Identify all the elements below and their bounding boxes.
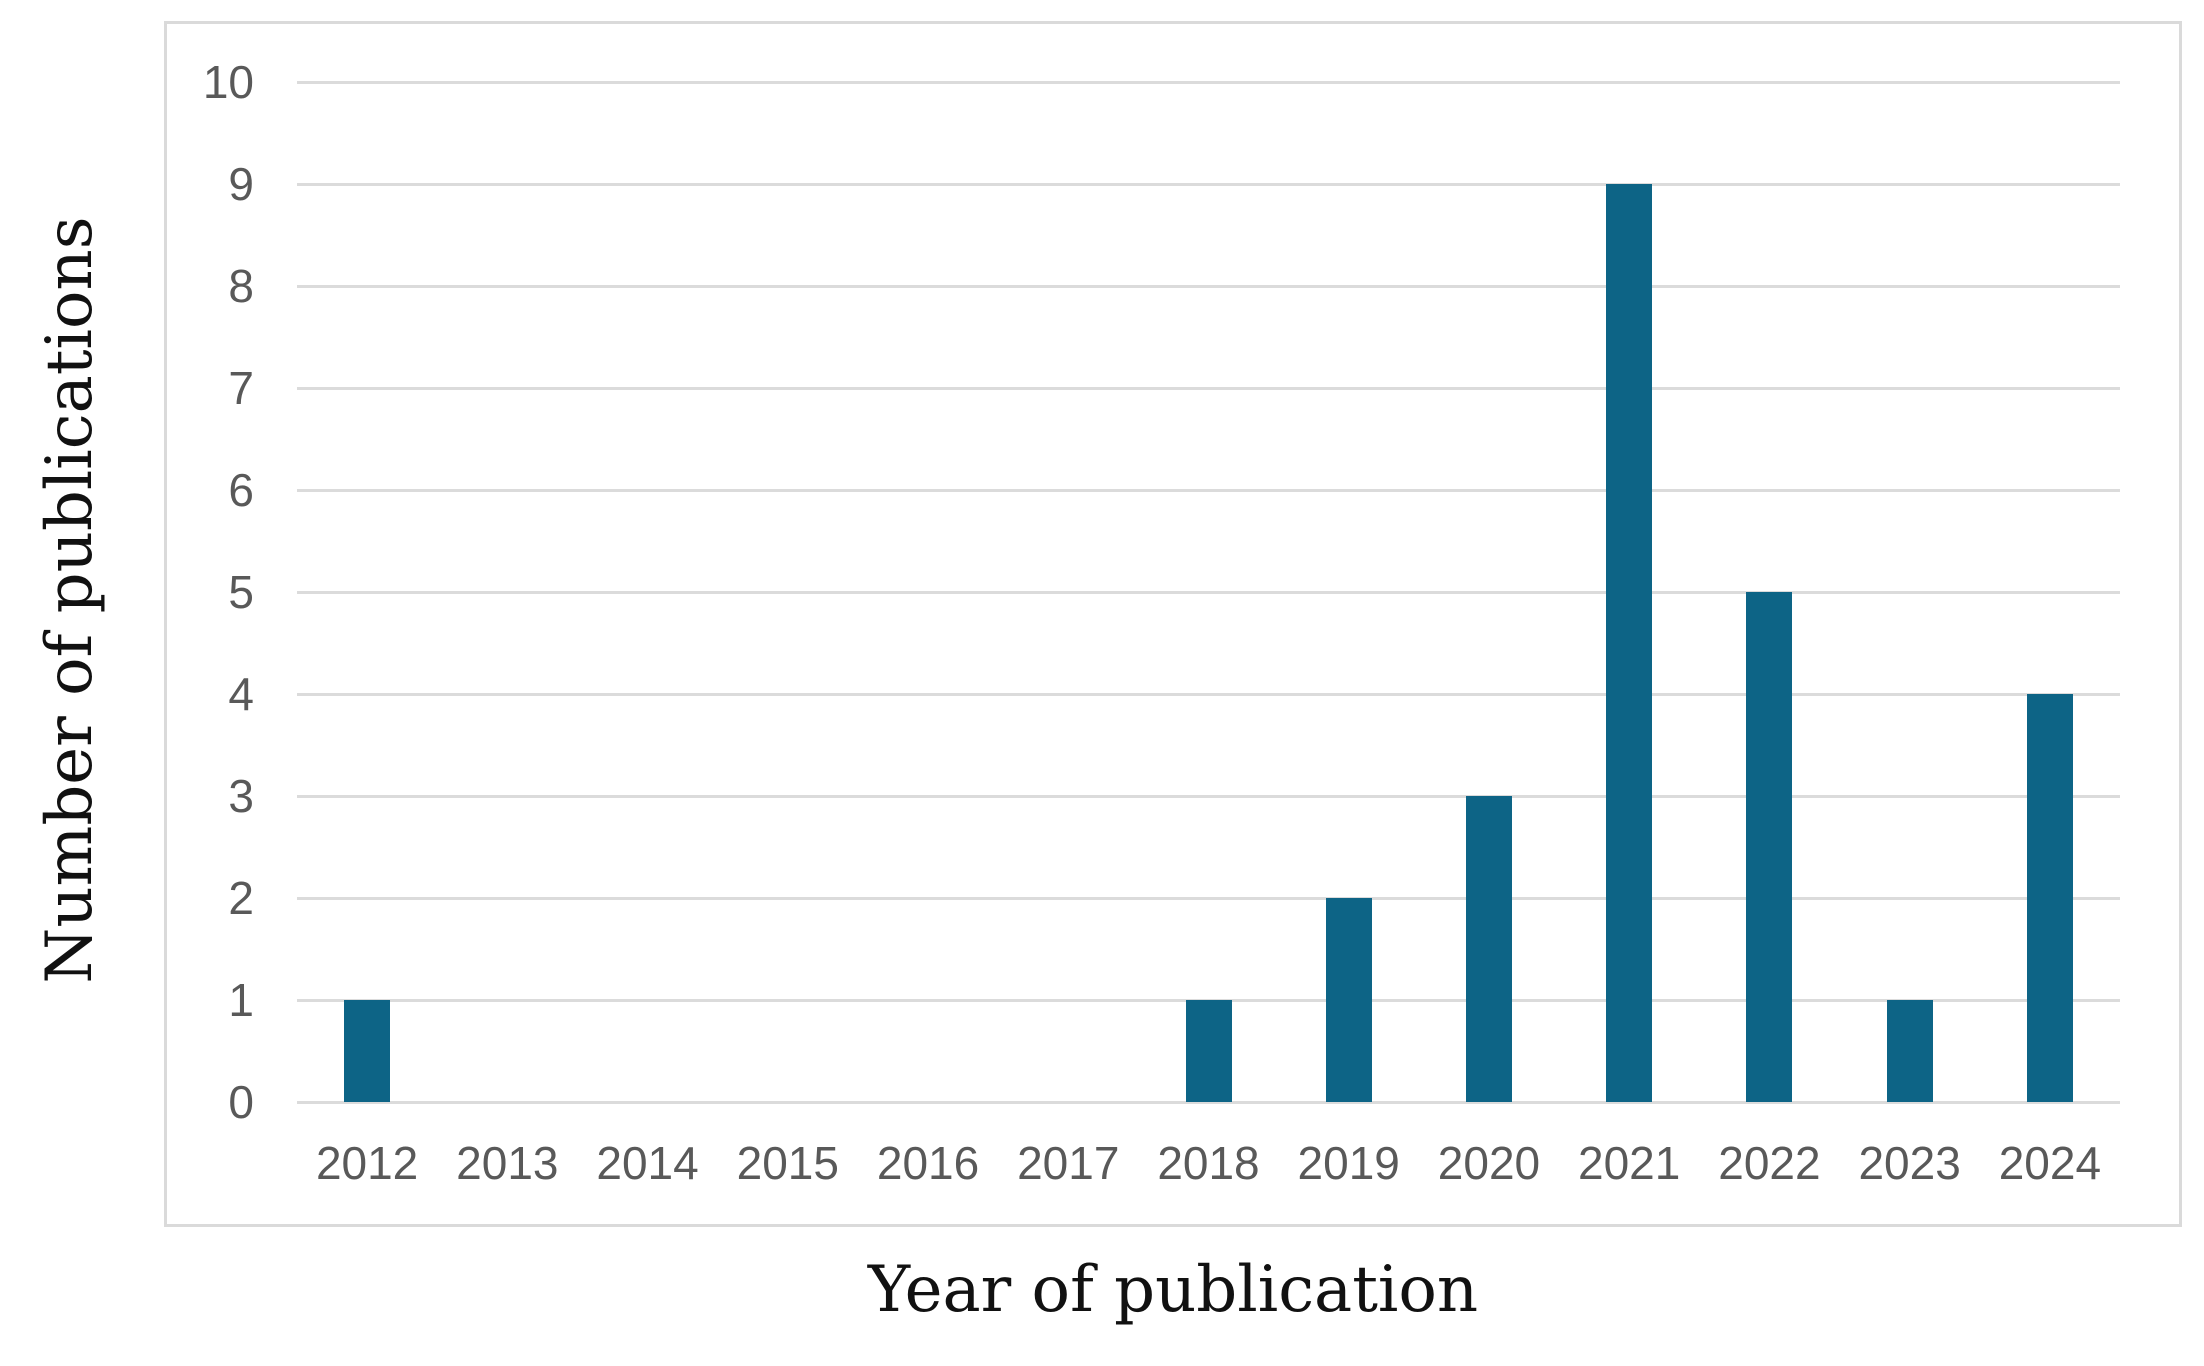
x-axis-title: Year of publication: [867, 1253, 1479, 1327]
y-axis-title: Number of publications: [33, 216, 107, 984]
chart-frame: [164, 21, 2182, 1227]
